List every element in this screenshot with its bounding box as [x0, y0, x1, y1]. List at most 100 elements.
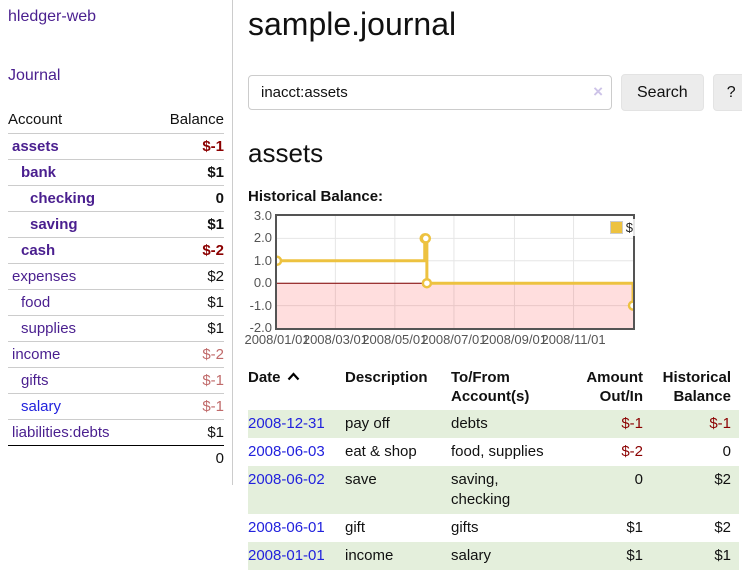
sidebar-item-journal[interactable]: Journal	[8, 67, 61, 84]
account-heading: assets	[248, 138, 324, 168]
transaction-description: gift	[345, 519, 366, 536]
transaction-accounts: food, supplies	[451, 443, 544, 460]
y-axis-tick: 2.0	[253, 230, 272, 246]
accounts-header-balance: Balance	[169, 111, 224, 128]
accounts-header-row: Account Balance	[8, 108, 224, 134]
account-link[interactable]: assets	[12, 138, 59, 155]
account-balance: $-1	[202, 372, 224, 389]
register-row: 2008-12-31 pay off debts $-1 $-1	[248, 410, 739, 438]
account-link[interactable]: income	[12, 346, 61, 363]
legend-label: $	[625, 220, 633, 235]
transaction-accounts: debts	[451, 415, 488, 432]
account-row: saving $1	[8, 211, 224, 238]
y-axis-tick: 1.0	[253, 252, 272, 268]
transaction-balance: $2	[714, 519, 731, 536]
register-header-date[interactable]: Date	[248, 366, 345, 410]
transaction-balance: $2	[714, 471, 731, 488]
help-button[interactable]: ?	[712, 74, 742, 111]
chart-canvas[interactable]	[275, 214, 635, 330]
main-content: sample.journal × Search ? assets Histori…	[233, 0, 742, 570]
register-header-historical[interactable]: Historical Balance	[662, 369, 731, 405]
transaction-amount: $1	[626, 547, 643, 564]
x-axis-tick: 2008/09/01	[481, 332, 547, 347]
x-axis-tick: 2008/11/01	[541, 332, 606, 347]
account-link[interactable]: bank	[21, 164, 57, 181]
transaction-accounts: salary	[451, 547, 492, 564]
sort-asc-icon	[287, 372, 299, 381]
account-balance: $-1	[202, 398, 224, 415]
accounts-total-value: 0	[215, 450, 224, 467]
account-balance: $-2	[202, 346, 224, 363]
accounts-table: Account Balance assets $-1 bank $1 checking 0…	[8, 108, 224, 471]
x-axis-tick: 2008/01/01	[244, 332, 310, 347]
x-axis-tick: 2008/03/01	[302, 332, 368, 347]
transaction-date-link[interactable]: 2008-01-01	[248, 547, 325, 564]
account-row: cash $-2	[8, 237, 224, 264]
transaction-description: income	[345, 547, 394, 564]
account-balance: 0	[215, 190, 224, 207]
register-header-row: Date Description To/From Account(s) Amount …	[248, 366, 739, 410]
y-axis-tick: 0.0	[253, 275, 272, 291]
search-input[interactable]	[248, 75, 612, 110]
account-balance: $1	[207, 216, 224, 233]
account-balance: $-2	[202, 242, 224, 259]
register-row: 2008-01-01 income salary $1 $1	[248, 542, 739, 570]
transaction-balance: $-1	[709, 415, 731, 432]
transaction-amount: 0	[634, 471, 643, 488]
transaction-date-link[interactable]: 2008-12-31	[248, 415, 325, 432]
transaction-description: pay off	[345, 415, 390, 432]
x-axis-tick: 2008/05/01	[362, 332, 428, 347]
transaction-date-link[interactable]: 2008-06-03	[248, 443, 325, 460]
account-balance: $1	[207, 164, 224, 181]
transaction-balance: $1	[714, 547, 731, 564]
account-link[interactable]: expenses	[12, 268, 77, 285]
account-row: food $1	[8, 289, 224, 316]
register-row: 2008-06-01 gift gifts $1 $2	[248, 514, 739, 542]
transaction-amount: $-1	[621, 415, 643, 432]
transaction-description: save	[345, 471, 377, 488]
transaction-amount: $1	[626, 519, 643, 536]
register-row: 2008-06-03 eat & shop food, supplies $-2 0	[248, 438, 739, 466]
account-link[interactable]: cash	[21, 242, 56, 259]
register-header-amount[interactable]: Amount Out/In	[586, 369, 643, 405]
account-link[interactable]: salary	[21, 398, 62, 415]
account-row: assets $-1	[8, 133, 224, 160]
search-button[interactable]: Search	[621, 74, 704, 111]
account-row: gifts $-1	[8, 367, 224, 394]
y-axis-tick: -1.0	[249, 297, 272, 313]
page: hledger-web Journal Account Balance asse…	[0, 0, 742, 570]
account-row: supplies $1	[8, 315, 224, 342]
account-link[interactable]: checking	[30, 190, 96, 207]
transaction-date-link[interactable]: 2008-06-02	[248, 471, 325, 488]
account-link[interactable]: food	[21, 294, 51, 311]
transaction-amount: $-2	[621, 443, 643, 460]
account-balance: $1	[207, 294, 224, 311]
transaction-balance: 0	[722, 443, 731, 460]
search-bar: × Search ?	[248, 74, 742, 111]
y-axis-tick: 3.0	[253, 208, 272, 223]
x-axis-tick: 2008/07/01	[421, 332, 487, 347]
account-row: bank $1	[8, 159, 224, 186]
account-row: liabilities:debts $1	[8, 419, 224, 446]
account-link[interactable]: liabilities:debts	[12, 424, 110, 441]
app-title-link[interactable]: hledger-web	[8, 8, 97, 25]
account-link[interactable]: saving	[30, 216, 78, 233]
y-axis-tick: -2.0	[249, 320, 272, 335]
legend-swatch-icon	[609, 221, 623, 234]
register-row: 2008-06-02 save saving, checking 0 $2	[248, 466, 739, 514]
clear-search-icon[interactable]: ×	[593, 82, 603, 101]
account-balance: $2	[207, 268, 224, 285]
account-row: checking 0	[8, 185, 224, 212]
account-link[interactable]: gifts	[21, 372, 49, 389]
register-header-description[interactable]: Description	[345, 369, 428, 386]
sidebar: hledger-web Journal Account Balance asse…	[0, 0, 233, 485]
transaction-date-link[interactable]: 2008-06-01	[248, 519, 325, 536]
chart-title: Historical Balance:	[248, 188, 384, 205]
register-table: Date Description To/From Account(s) Amount …	[248, 366, 739, 570]
balance-chart[interactable]: $ 3.0 2.0 1.0 0.0 -1.0 -2.0 2008/01/01 2008/03/…	[244, 208, 644, 354]
account-link[interactable]: supplies	[21, 320, 77, 337]
account-balance: $1	[207, 424, 224, 441]
transaction-accounts: gifts	[451, 519, 479, 536]
register-header-tofrom[interactable]: To/From Account(s)	[451, 369, 530, 405]
account-row: expenses $2	[8, 263, 224, 290]
